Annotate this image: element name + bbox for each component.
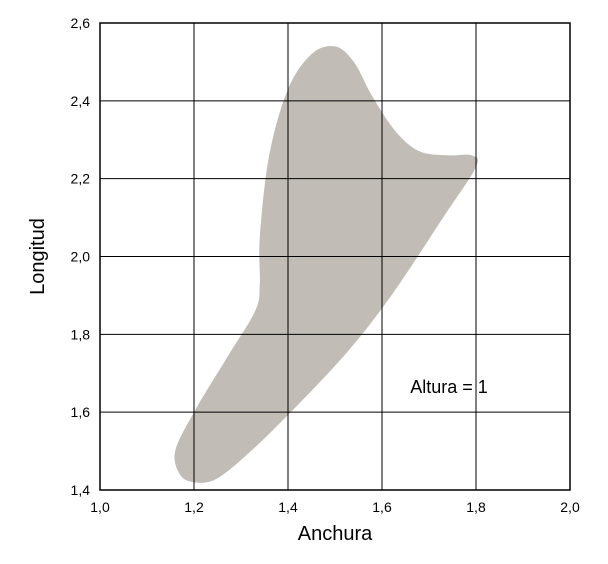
- annotations: Altura = 1: [410, 377, 488, 397]
- x-tick-labels: 1,0 1,2 1,4 1,6 1,8 2,0: [90, 499, 580, 515]
- x-tick-label: 1,0: [90, 499, 110, 515]
- annotation-label: Altura = 1: [410, 377, 488, 397]
- y-axis-label: Longitud: [27, 218, 49, 295]
- y-tick-label: 2,6: [71, 15, 91, 31]
- y-tick-label: 2,2: [71, 171, 91, 187]
- y-tick-label: 2,0: [71, 249, 91, 265]
- y-tick-label: 1,8: [71, 326, 91, 342]
- x-tick-label: 1,6: [372, 499, 392, 515]
- plot-frame: [99, 22, 571, 491]
- shaded-region: [174, 46, 478, 483]
- x-tick-label: 1,8: [466, 499, 486, 515]
- y-tick-label: 1,6: [71, 404, 91, 420]
- x-tick-label: 1,2: [184, 499, 204, 515]
- y-tick-labels: 1,4 1,6 1,8 2,0 2,2 2,4 2,6: [71, 15, 91, 498]
- x-axis-label: Anchura: [298, 523, 373, 545]
- y-tick-label: 2,4: [71, 93, 91, 109]
- plot-area: [174, 46, 478, 483]
- x-tick-label: 1,4: [278, 499, 298, 515]
- y-tick-label: 1,4: [71, 482, 91, 498]
- x-tick-label: 2,0: [560, 499, 580, 515]
